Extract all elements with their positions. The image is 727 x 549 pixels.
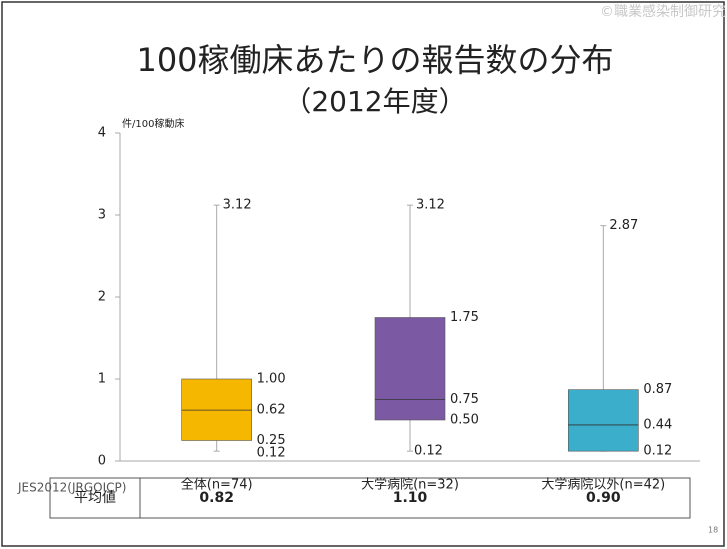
y-tick-label: 1 (98, 372, 106, 387)
table-header: 平均値 (74, 490, 116, 506)
value-label: 3.12 (223, 198, 252, 213)
box (181, 378, 252, 441)
y-tick-label: 3 (98, 208, 106, 223)
x-tick-label: 全体(n=74) (181, 477, 253, 493)
table-value: 0.82 (199, 490, 234, 506)
value-label: 0.12 (643, 444, 672, 459)
value-label: 0.12 (414, 444, 443, 459)
chart-subtitle: （2012年度） (283, 85, 466, 118)
box (568, 389, 639, 452)
table-frame (49, 477, 691, 519)
page-number: 18 (708, 526, 718, 535)
value-label: 1.00 (257, 372, 286, 387)
value-label: 0.12 (257, 446, 286, 461)
value-label: 0.50 (450, 413, 479, 428)
y-tick-label: 0 (98, 454, 106, 469)
value-label: 0.75 (450, 392, 479, 407)
value-label: 2.87 (609, 218, 638, 233)
box (374, 317, 446, 421)
value-label: 0.87 (643, 382, 672, 397)
chart-title: 100稼働床あたりの報告数の分布 (136, 41, 613, 79)
watermark: ©職業感染制御研究会 (600, 3, 727, 20)
value-label: 0.44 (643, 417, 672, 432)
x-tick-label: 大学病院以外(n=42) (541, 477, 665, 493)
y-tick-label: 2 (98, 290, 106, 305)
value-label: 0.25 (257, 433, 286, 448)
value-label: 1.75 (450, 310, 479, 325)
x-tick-label: 大学病院(n=32) (361, 477, 459, 493)
table-value: 0.90 (586, 490, 621, 506)
y-tick-label: 4 (98, 126, 106, 141)
value-label: 0.62 (257, 403, 286, 418)
value-label: 3.12 (416, 198, 445, 213)
source: JES2012(JRGOICP) (17, 481, 126, 495)
table-value: 1.10 (393, 490, 428, 506)
y-axis-label: 件/100稼動床 (122, 117, 184, 130)
